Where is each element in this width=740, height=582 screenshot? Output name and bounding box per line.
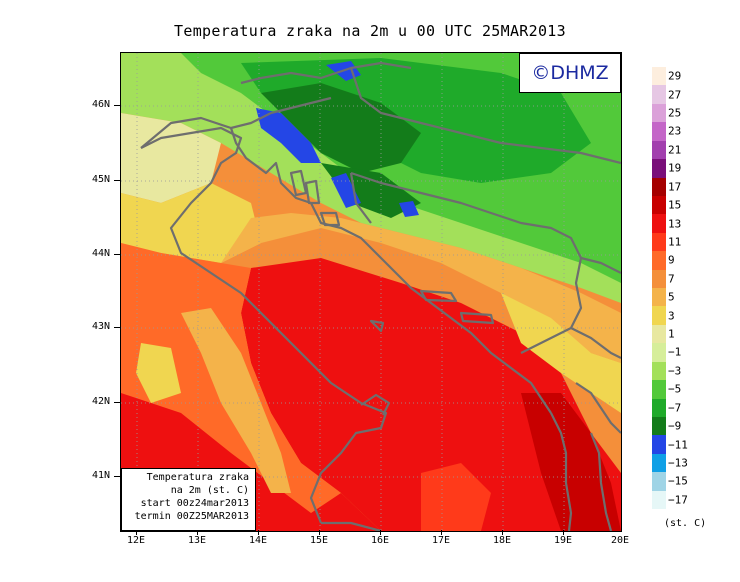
lon-tick <box>197 530 198 535</box>
legend-swatch <box>652 380 666 399</box>
lon-tick <box>502 530 503 535</box>
lat-label-43n: 43N <box>92 321 111 332</box>
lon-label-18e: 18E <box>492 535 512 546</box>
lat-tick <box>114 254 120 255</box>
lon-label-16e: 16E <box>370 535 390 546</box>
legend-label: 19 <box>668 161 682 175</box>
legend-swatch <box>652 398 666 418</box>
lon-label-20e: 20E <box>610 535 630 546</box>
legend-swatch <box>652 103 666 123</box>
lat-tick <box>114 402 120 403</box>
legend-label: −13 <box>668 456 688 470</box>
legend-unit: (st. C) <box>664 518 707 529</box>
info-line-2: na 2m (st. C) <box>170 485 249 496</box>
legend-swatch <box>652 85 666 105</box>
legend-label: −1 <box>668 345 682 359</box>
legend-swatch <box>652 67 666 86</box>
info-line-3: start 00z24mar2013 <box>140 498 249 509</box>
legend-label: 25 <box>668 106 682 120</box>
legend-label: 7 <box>668 272 675 286</box>
legend-label: 27 <box>668 88 682 102</box>
legend-swatch <box>652 343 666 363</box>
lat-label-46n: 46N <box>92 99 111 110</box>
legend-swatch <box>652 324 666 344</box>
info-line-1: Temperatura zraka <box>146 472 249 483</box>
lat-label-41n: 41N <box>92 470 111 481</box>
legend-swatch <box>652 159 666 178</box>
lat-label-42n: 42N <box>92 396 111 407</box>
lat-label-45n: 45N <box>92 174 111 185</box>
legend-swatch <box>652 177 666 197</box>
info-line-4: termin 00Z25MAR2013 <box>134 511 249 522</box>
legend-swatch <box>652 232 666 252</box>
lon-tick <box>563 530 564 535</box>
legend-label: 3 <box>668 309 675 323</box>
legend-swatch <box>652 214 666 234</box>
legend-label: −11 <box>668 438 688 452</box>
lon-tick <box>380 530 381 535</box>
legend-label: −5 <box>668 382 682 396</box>
lon-tick <box>136 530 137 535</box>
temperature-field <box>121 53 621 531</box>
legend-swatch <box>652 306 666 326</box>
temperature-map: ©DHMZ Temperatura zraka na 2m (st. C) st… <box>120 52 622 532</box>
legend-label: 1 <box>668 327 675 341</box>
legend-swatch <box>652 251 666 271</box>
legend-swatch <box>652 288 666 307</box>
legend-label: 23 <box>668 124 682 138</box>
legend-swatch <box>652 269 666 289</box>
lat-tick <box>114 180 120 181</box>
legend-label: −9 <box>668 419 682 433</box>
legend-swatch <box>652 453 666 473</box>
lat-tick <box>114 476 120 477</box>
legend-label: 5 <box>668 290 675 304</box>
legend-swatch <box>652 140 666 160</box>
legend-label: 21 <box>668 143 682 157</box>
legend-swatch <box>652 490 666 510</box>
lat-tick <box>114 327 120 328</box>
legend-label: −15 <box>668 474 688 488</box>
legend-label: 11 <box>668 235 682 249</box>
legend-swatch <box>652 435 666 455</box>
lon-label-19e: 19E <box>553 535 573 546</box>
legend-swatch <box>652 195 666 215</box>
legend-label: −7 <box>668 401 682 415</box>
legend-swatch <box>652 416 666 436</box>
map-title: Temperatura zraka na 2m u 00 UTC 25MAR20… <box>174 22 566 40</box>
legend-label: 9 <box>668 253 675 267</box>
legend-swatch <box>652 472 666 492</box>
lon-tick <box>258 530 259 535</box>
lon-label-12e: 12E <box>126 535 146 546</box>
coastline <box>140 61 621 531</box>
dhmz-logo: ©DHMZ <box>519 53 621 93</box>
lon-label-15e: 15E <box>309 535 329 546</box>
legend-swatch <box>652 361 666 381</box>
legend-label: −17 <box>668 493 688 507</box>
legend-label: 13 <box>668 217 682 231</box>
lat-tick <box>114 105 120 106</box>
legend-swatch <box>652 122 666 142</box>
lon-label-17e: 17E <box>431 535 451 546</box>
lon-tick <box>319 530 320 535</box>
legend-label: 17 <box>668 180 682 194</box>
lon-label-14e: 14E <box>248 535 268 546</box>
legend-label: −3 <box>668 364 682 378</box>
lat-label-44n: 44N <box>92 248 111 259</box>
lon-tick <box>441 530 442 535</box>
legend-label: 29 <box>668 69 682 83</box>
lon-label-13e: 13E <box>187 535 207 546</box>
info-box: Temperatura zraka na 2m (st. C) start 00… <box>121 468 256 531</box>
legend-label: 15 <box>668 198 682 212</box>
